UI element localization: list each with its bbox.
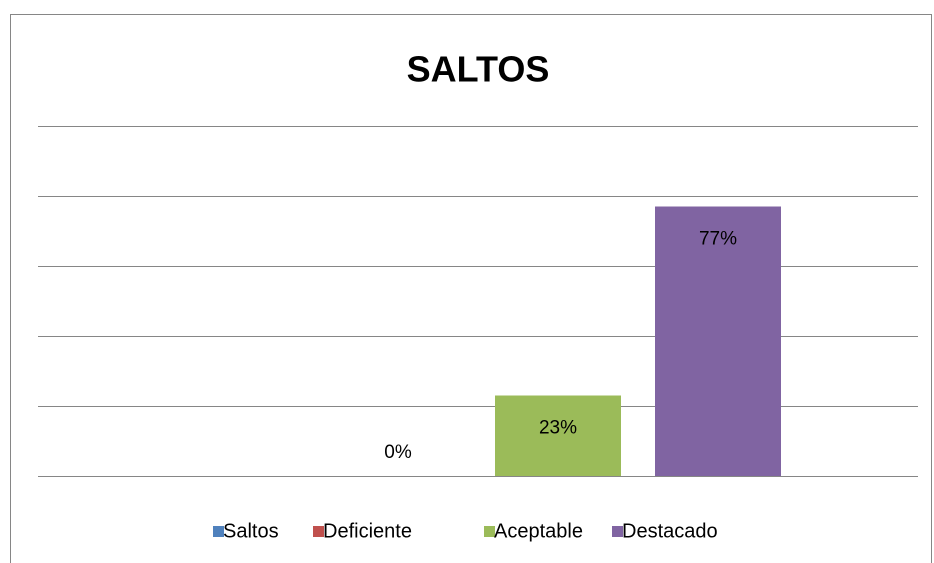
legend-label: Deficiente xyxy=(323,520,412,542)
legend-label: Saltos xyxy=(223,520,279,542)
data-label: 0% xyxy=(384,442,412,463)
legend-swatch xyxy=(612,526,623,537)
data-label: 23% xyxy=(539,418,577,439)
chart-title: SALTOS xyxy=(407,49,550,90)
legend-swatch xyxy=(213,526,224,537)
legend-label: Aceptable xyxy=(494,520,583,542)
legend-swatch xyxy=(484,526,495,537)
legend-label: Destacado xyxy=(622,520,718,542)
bar xyxy=(655,206,781,476)
legend-swatch xyxy=(313,526,324,537)
chart-frame xyxy=(10,14,932,563)
data-label: 77% xyxy=(699,229,737,250)
bar xyxy=(495,395,621,476)
